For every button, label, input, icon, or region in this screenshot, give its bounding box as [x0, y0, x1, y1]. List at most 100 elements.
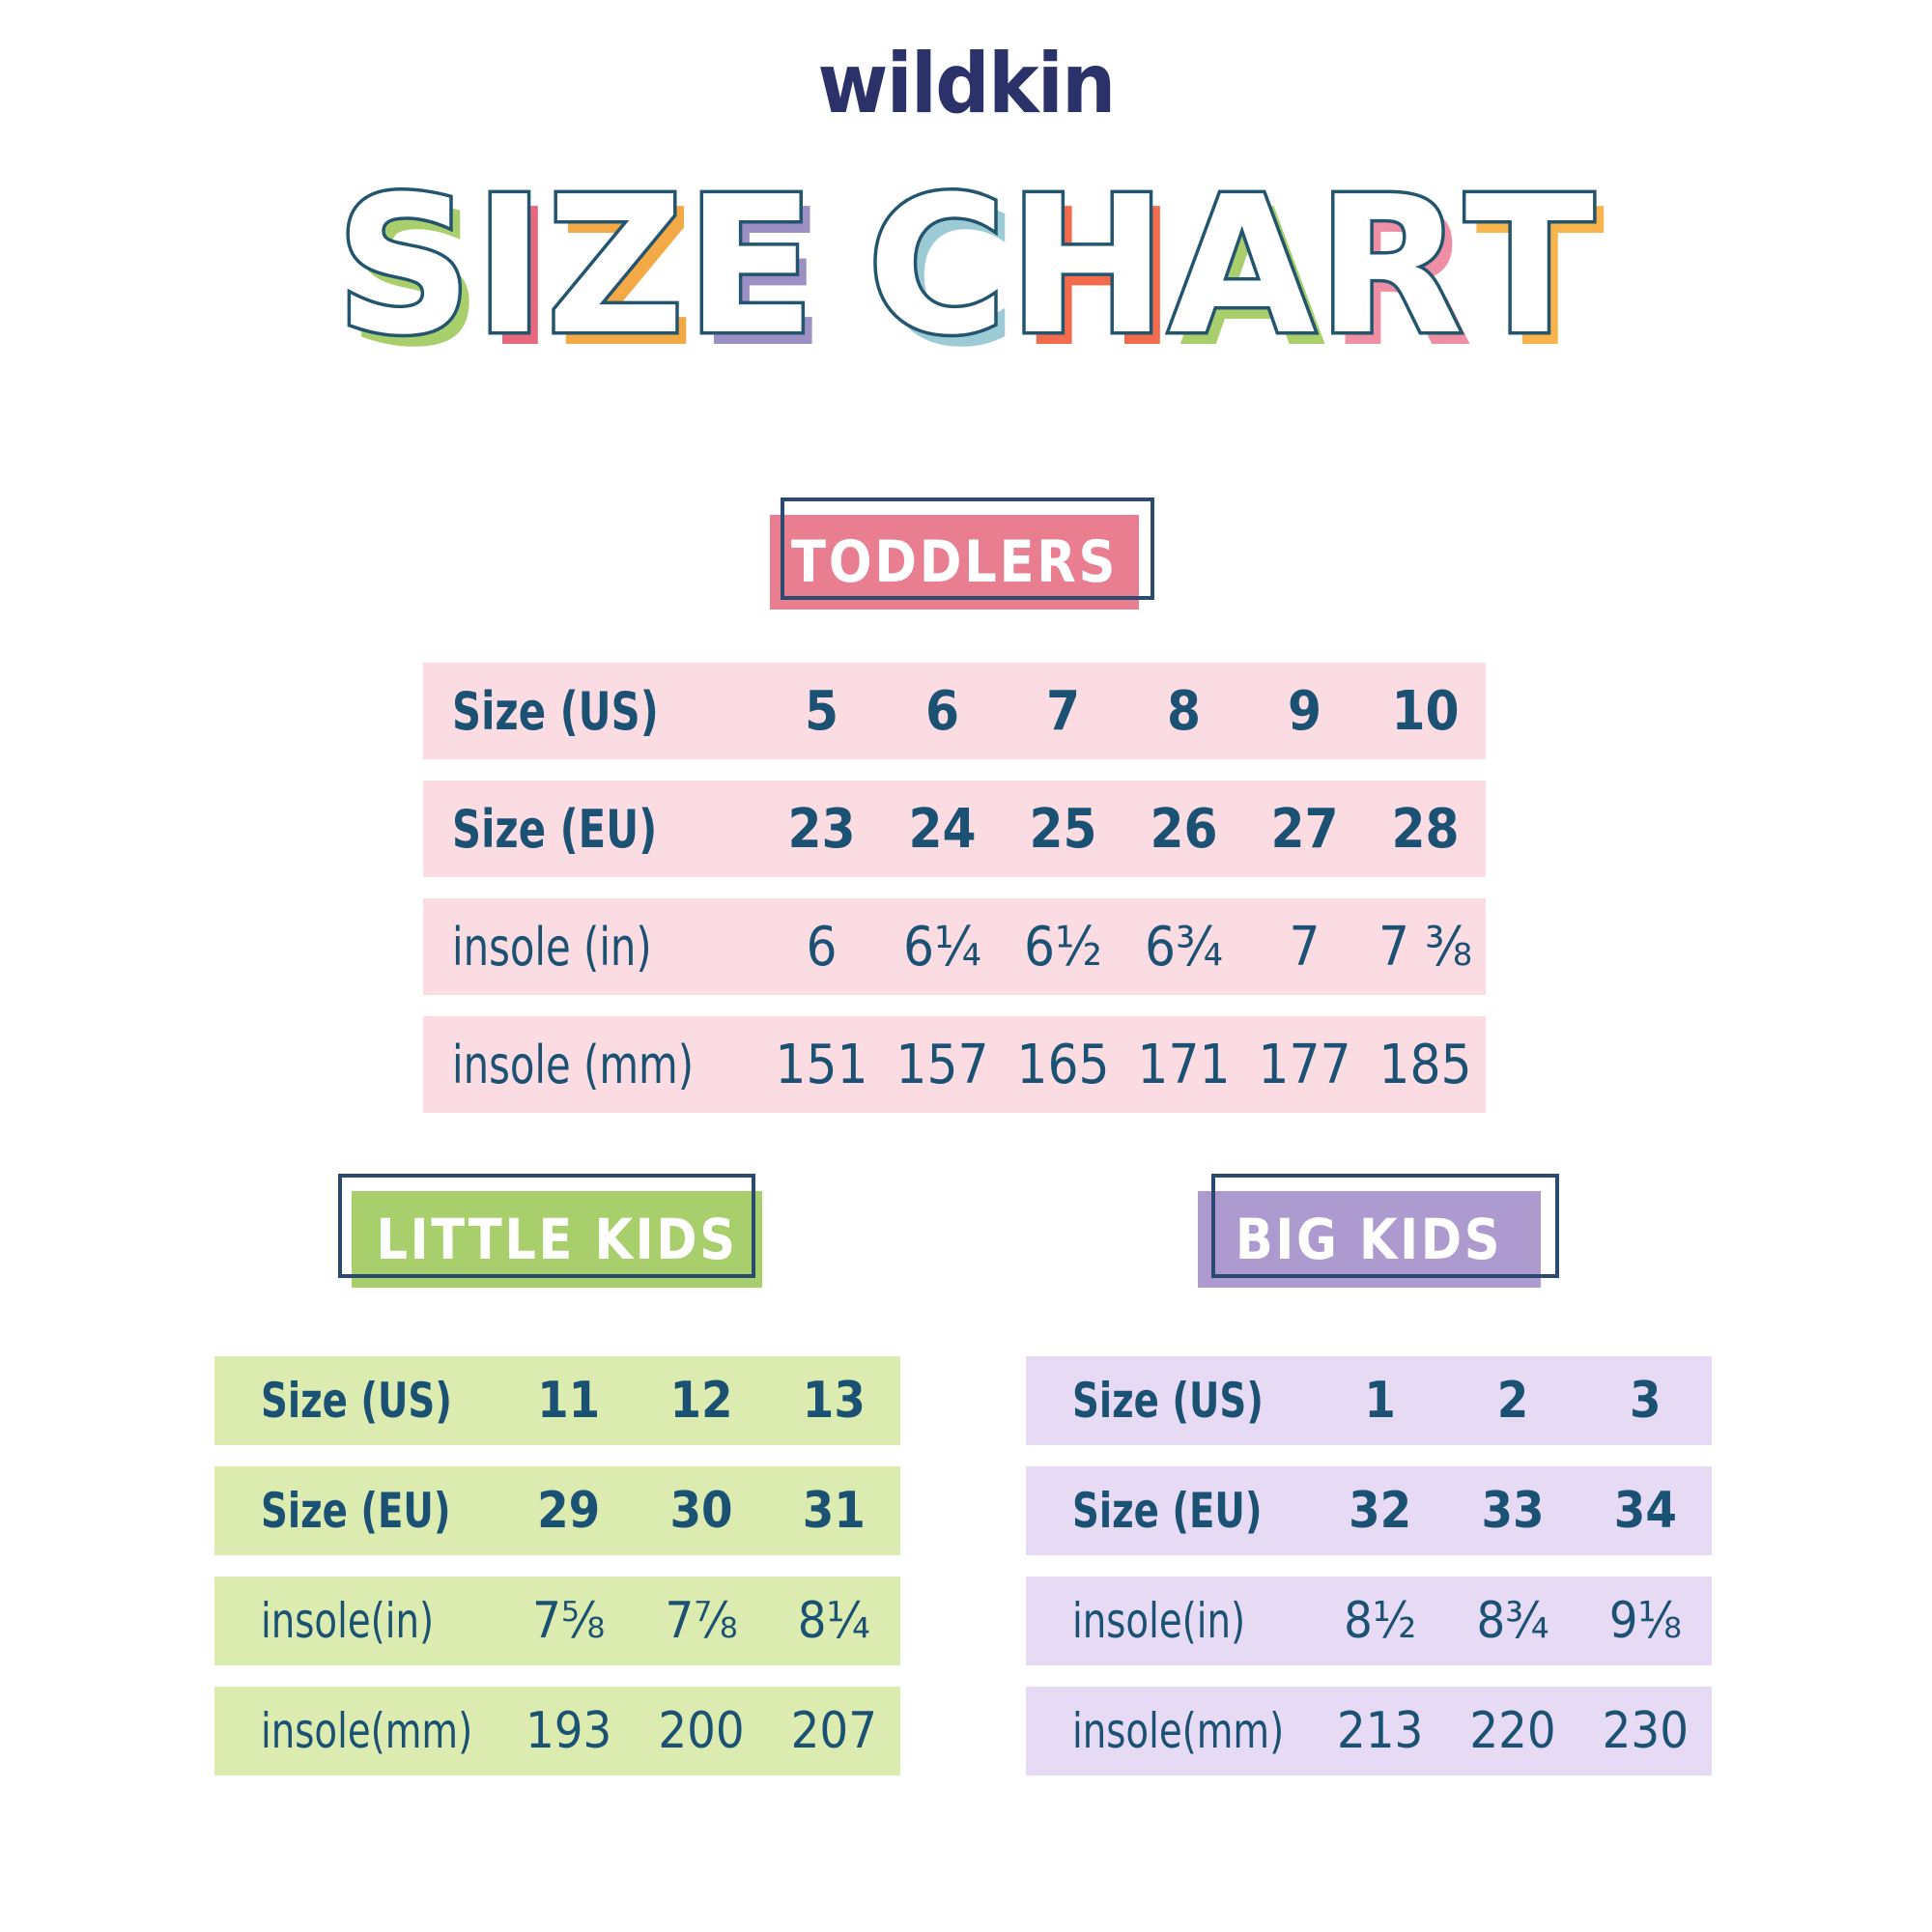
- section-header-big-kids-fill: BIG KIDS: [1198, 1191, 1541, 1288]
- title-letter-s-0: S: [332, 169, 485, 375]
- table-cell: 32: [1349, 1482, 1412, 1540]
- table-cell: 9: [1287, 679, 1322, 743]
- table-cell: 185: [1378, 1033, 1472, 1096]
- brand-logo: wildkin: [0, 43, 1932, 126]
- table-cell: 5: [804, 679, 839, 743]
- row-label: insole(mm): [1072, 1703, 1285, 1759]
- table-cell: 7: [1045, 679, 1081, 743]
- table-cell: 2: [1496, 1372, 1529, 1430]
- table-row: insole(in) 8½ 8¾ 9⅛: [1026, 1577, 1712, 1665]
- table-cell: 25: [1029, 797, 1097, 861]
- section-header-big-kids-outline: [1211, 1174, 1559, 1278]
- table-cell: 7: [1289, 915, 1321, 979]
- title-letter-h-5: H: [1005, 169, 1179, 375]
- page-title: SIZECHART: [0, 169, 1932, 375]
- table-cell: 29: [537, 1482, 601, 1540]
- row-label: insole(in): [261, 1593, 435, 1649]
- table-row: insole (mm) 151 157 165 171 177 185: [423, 1016, 1486, 1113]
- section-header-toddlers: TODDLERS: [770, 497, 1154, 613]
- title-letter-i-1: I: [470, 169, 556, 375]
- table-cell: 34: [1613, 1482, 1677, 1540]
- brand-name: wildkin: [817, 36, 1116, 132]
- table-cell: 200: [658, 1702, 745, 1760]
- table-cell: 6: [924, 679, 960, 743]
- table-cell: 3: [1630, 1372, 1662, 1430]
- table-cell: 213: [1337, 1702, 1424, 1760]
- table-row: Size (EU) 29 30 31: [214, 1466, 900, 1555]
- table-cell: 157: [895, 1033, 989, 1096]
- table-cell: 8¼: [797, 1592, 870, 1650]
- title-letter-e-3: E: [683, 169, 828, 375]
- row-label: Size (US): [452, 680, 659, 742]
- table-cell: 171: [1137, 1033, 1231, 1096]
- table-cell: 230: [1602, 1702, 1689, 1760]
- section-header-big-kids-label: BIG KIDS: [1236, 1207, 1503, 1272]
- table-cell: 23: [787, 797, 856, 861]
- table-cell: 11: [537, 1372, 601, 1430]
- table-cell: 193: [526, 1702, 612, 1760]
- table-cell: 28: [1391, 797, 1460, 861]
- table-cell: 7 ⅜: [1378, 915, 1472, 979]
- table-cell: 6: [806, 915, 838, 979]
- table-cell: 8¾: [1476, 1592, 1549, 1650]
- table-cell: 6¼: [903, 915, 981, 979]
- table-cell: 30: [669, 1482, 733, 1540]
- table-cell: 26: [1150, 797, 1218, 861]
- row-label: insole(mm): [261, 1703, 473, 1759]
- table-cell: 207: [790, 1702, 877, 1760]
- table-cell: 8: [1166, 679, 1202, 743]
- row-label: insole (mm): [452, 1034, 695, 1095]
- table-cell: 6½: [1024, 915, 1102, 979]
- table-row: insole(in) 7⅝ 7⅞ 8¼: [214, 1577, 900, 1665]
- section-header-little-kids-fill: LITTLE KIDS: [352, 1191, 762, 1288]
- table-cell: 13: [802, 1372, 866, 1430]
- section-header-toddlers-fill: TODDLERS: [770, 515, 1139, 610]
- section-header-little-kids-outline: [338, 1174, 755, 1278]
- table-cell: 10: [1391, 679, 1460, 743]
- table-cell: 7⅞: [665, 1592, 738, 1650]
- table-row: Size (EU) 23 24 25 26 27 28: [423, 781, 1486, 877]
- table-row: insole (in) 6 6¼ 6½ 6¾ 7 7 ⅜: [423, 898, 1486, 995]
- title-letter-t-8: T: [1462, 169, 1606, 375]
- row-label: insole(in): [1072, 1593, 1246, 1649]
- table-cell: 7⅝: [532, 1592, 606, 1650]
- row-label: Size (US): [261, 1373, 452, 1429]
- table-row: Size (EU) 32 33 34: [1026, 1466, 1712, 1555]
- table-cell: 9⅛: [1608, 1592, 1682, 1650]
- table-cell: 27: [1270, 797, 1339, 861]
- title-letter-a-6: A: [1165, 169, 1327, 375]
- section-header-toddlers-outline: [781, 497, 1154, 600]
- title-letter-c-4: C: [864, 169, 1018, 375]
- table-row: insole(mm) 193 200 207: [214, 1687, 900, 1776]
- row-label: Size (EU): [452, 798, 658, 860]
- table-row: insole(mm) 213 220 230: [1026, 1687, 1712, 1776]
- table-little-kids: Size (US) 11 12 13 Size (EU) 29 30 31 insole(in)…: [214, 1356, 900, 1797]
- table-cell: 220: [1469, 1702, 1556, 1760]
- table-cell: 165: [1016, 1033, 1110, 1096]
- row-label: Size (EU): [1072, 1483, 1263, 1539]
- section-header-toddlers-label: TODDLERS: [790, 528, 1119, 596]
- title-letter-r-7: R: [1314, 169, 1475, 375]
- table-cell: 8½: [1344, 1592, 1417, 1650]
- table-toddlers: Size (US) 5 6 7 8 9 10 Size (EU) 23 24 25 26 27 28 ins…: [423, 663, 1486, 1134]
- row-label: insole (in): [452, 916, 652, 978]
- table-cell: 33: [1481, 1482, 1545, 1540]
- section-header-little-kids: LITTLE KIDS: [338, 1174, 763, 1292]
- section-header-big-kids: BIG KIDS: [1198, 1174, 1559, 1292]
- table-cell: 1: [1364, 1372, 1396, 1430]
- table-cell: 31: [802, 1482, 866, 1540]
- title-letter-z-2: Z: [543, 169, 696, 375]
- table-cell: 12: [669, 1372, 733, 1430]
- table-row: Size (US) 1 2 3: [1026, 1356, 1712, 1445]
- table-cell: 6¾: [1145, 915, 1223, 979]
- table-row: Size (US) 5 6 7 8 9 10: [423, 663, 1486, 759]
- row-label: Size (US): [1072, 1373, 1264, 1429]
- table-cell: 151: [775, 1033, 868, 1096]
- table-row: Size (US) 11 12 13: [214, 1356, 900, 1445]
- table-cell: 177: [1258, 1033, 1351, 1096]
- section-header-little-kids-label: LITTLE KIDS: [376, 1207, 738, 1272]
- row-label: Size (EU): [261, 1483, 451, 1539]
- table-big-kids: Size (US) 1 2 3 Size (EU) 32 33 34 insole(in) 8½ 8…: [1026, 1356, 1712, 1797]
- table-cell: 24: [908, 797, 977, 861]
